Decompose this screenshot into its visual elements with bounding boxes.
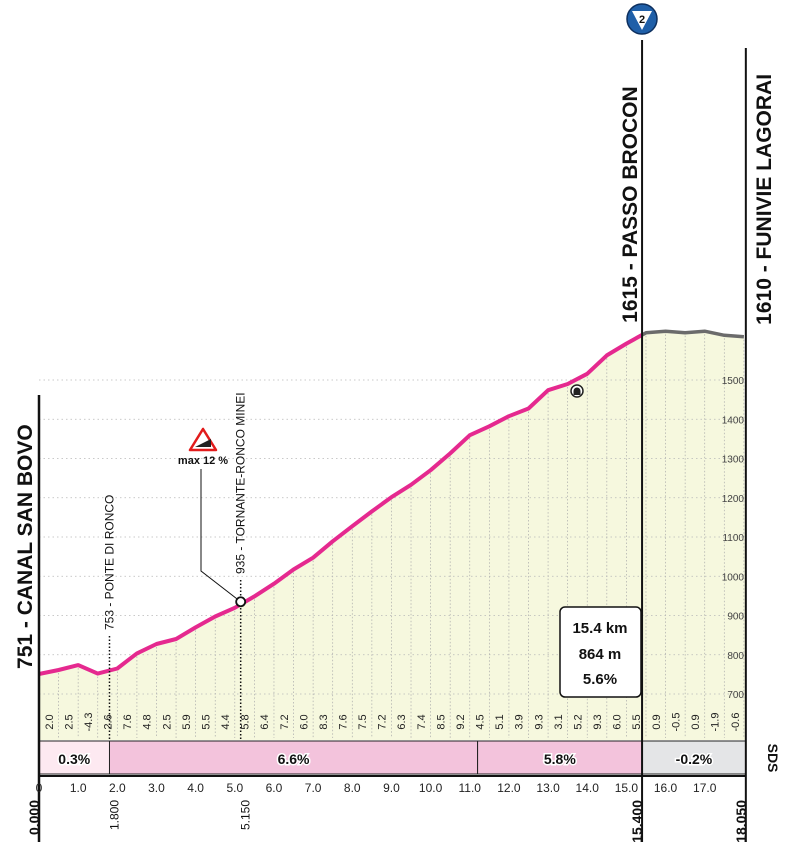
segment-gradient-label: -0.6: [730, 713, 742, 732]
x-tick-label: 11.0: [459, 781, 482, 795]
segment-gradient-label: 8.5: [435, 714, 447, 729]
kom-category-label: 2: [639, 14, 645, 26]
x-tick-label: 3.0: [148, 781, 165, 795]
sector-gradient-box: [108, 740, 479, 775]
x-tick-label: 13.0: [536, 781, 560, 795]
segment-gradient-label: 5.1: [494, 714, 506, 729]
y-tick-label: 800: [727, 651, 744, 662]
major-location-label: 1615 - PASSO BROCON: [619, 86, 642, 323]
max-gradient-pointer: [200, 469, 241, 603]
x-tick-label: 2.0: [109, 781, 126, 795]
segment-gradient-label: 7.2: [279, 714, 291, 729]
segment-gradient-label: 2.5: [63, 714, 75, 729]
major-location-label: 1610 - FUNIVIE LAGORAI: [753, 74, 776, 325]
sector-gradient-label: 5.8%: [544, 751, 576, 767]
segment-gradient-label: 0.9: [651, 714, 663, 729]
segment-gradient-label: 7.6: [337, 714, 349, 729]
segment-gradient-label: 8.3: [318, 714, 330, 729]
y-tick-label: 1300: [722, 455, 745, 466]
segment-gradient-label: 6.0: [298, 714, 310, 729]
segment-gradient-label: 4.4: [220, 714, 232, 729]
x-tick-label: 7.0: [305, 781, 322, 795]
slope-glyph: [195, 439, 211, 447]
segment-gradient-label: -1.9: [710, 713, 722, 732]
max-gradient-label: max 12 %: [178, 455, 228, 467]
kom-triangle: [632, 11, 652, 30]
segment-gradient-label: 7.6: [122, 714, 134, 729]
x-tick-label: 1.0: [70, 781, 87, 795]
x-tick-label: 16.0: [654, 781, 678, 795]
segment-gradient-label: 4.8: [142, 714, 154, 729]
sector-gradient-box: [38, 740, 110, 775]
major-location-label: 751 - CANAL SAN BOVO: [14, 424, 37, 669]
segment-gradient-label: 6.3: [396, 714, 408, 729]
segment-gradient-label: 0.9: [690, 714, 702, 729]
x-tick-label: 10.0: [419, 781, 443, 795]
final-profile-line: [641, 329, 745, 339]
y-tick-label: 1000: [722, 572, 745, 583]
km-marker-label: 1.800: [107, 800, 121, 830]
segment-gradient-label: -0.5: [670, 713, 682, 732]
segment-gradient-label: 4.5: [475, 714, 487, 729]
y-tick-label: 1500: [722, 376, 745, 387]
minor-location-label: 753 - PONTE DI RONCO: [102, 495, 116, 630]
sector-gradient-label: 6.6%: [278, 751, 310, 767]
x-tick-label: 14.0: [576, 781, 600, 795]
sector-gradient-label: -0.2%: [676, 751, 713, 767]
segment-gradient-label: 5.5: [631, 714, 643, 729]
y-tick-label: 1100: [722, 533, 744, 544]
tunnel-glyph: [573, 387, 581, 395]
max-gradient-point: [235, 596, 247, 608]
x-tick-label: 9.0: [383, 781, 400, 795]
segment-gradient-label: 2.5: [161, 714, 173, 729]
segment-gradient-label: 6.4: [259, 714, 271, 729]
y-tick-label: 1400: [722, 415, 745, 426]
segment-gradient-label: 6.0: [612, 714, 624, 729]
brand-logo: SDS: [765, 744, 781, 773]
sector-gradient-label: 0.3%: [58, 751, 90, 767]
minor-location-label: 935 - TORNANTE-RONCO MINEI: [234, 392, 248, 574]
segment-gradient-label: 2.6: [103, 714, 115, 729]
km-marker-label: 0.000: [26, 800, 42, 835]
segment-gradient-label: 7.4: [416, 714, 428, 729]
segment-gradient-label: 5.9: [181, 714, 193, 729]
segment-gradient-label: 5.2: [572, 714, 584, 729]
x-tick-label: 12.0: [497, 781, 521, 795]
y-tick-label: 1200: [722, 494, 745, 505]
climb-summary-avg: 5.6%: [583, 671, 617, 688]
segment-gradient-label: 7.2: [377, 714, 389, 729]
x-tick-label: 5.0: [226, 781, 243, 795]
sector-gradient-box: [641, 740, 747, 775]
climb-profile-line: [38, 333, 644, 676]
climb-summary-gain: 864 m: [579, 646, 622, 663]
segment-gradient-label: 3.9: [514, 714, 526, 729]
segment-gradient-label: 7.5: [357, 714, 369, 729]
segment-gradient-label: 5.5: [200, 714, 212, 729]
segment-gradient-label: 9.3: [533, 714, 545, 729]
x-tick-label: 17.0: [693, 781, 717, 795]
y-tick-label: 700: [727, 690, 744, 701]
x-tick-label: 4.0: [187, 781, 204, 795]
segment-gradient-label: 2.0: [44, 714, 56, 729]
x-tick-label: 8.0: [344, 781, 361, 795]
x-tick-label: 6.0: [266, 781, 283, 795]
y-tick-label: 900: [727, 612, 744, 623]
x-tick-label: 0: [36, 781, 43, 795]
segment-gradient-label: 9.2: [455, 714, 467, 729]
climb-summary-distance: 15.4 km: [572, 620, 627, 637]
x-tick-label: 15.0: [615, 781, 639, 795]
segment-gradient-label: 3.1: [553, 714, 565, 729]
sector-gradient-box: [477, 740, 643, 775]
segment-gradient-label: 9.3: [592, 714, 604, 729]
km-marker-label: 5.150: [239, 800, 253, 830]
climb-summary-box: [559, 606, 642, 698]
segment-gradient-label: -4.3: [83, 713, 95, 732]
segment-gradient-label: 5.8: [240, 714, 252, 729]
